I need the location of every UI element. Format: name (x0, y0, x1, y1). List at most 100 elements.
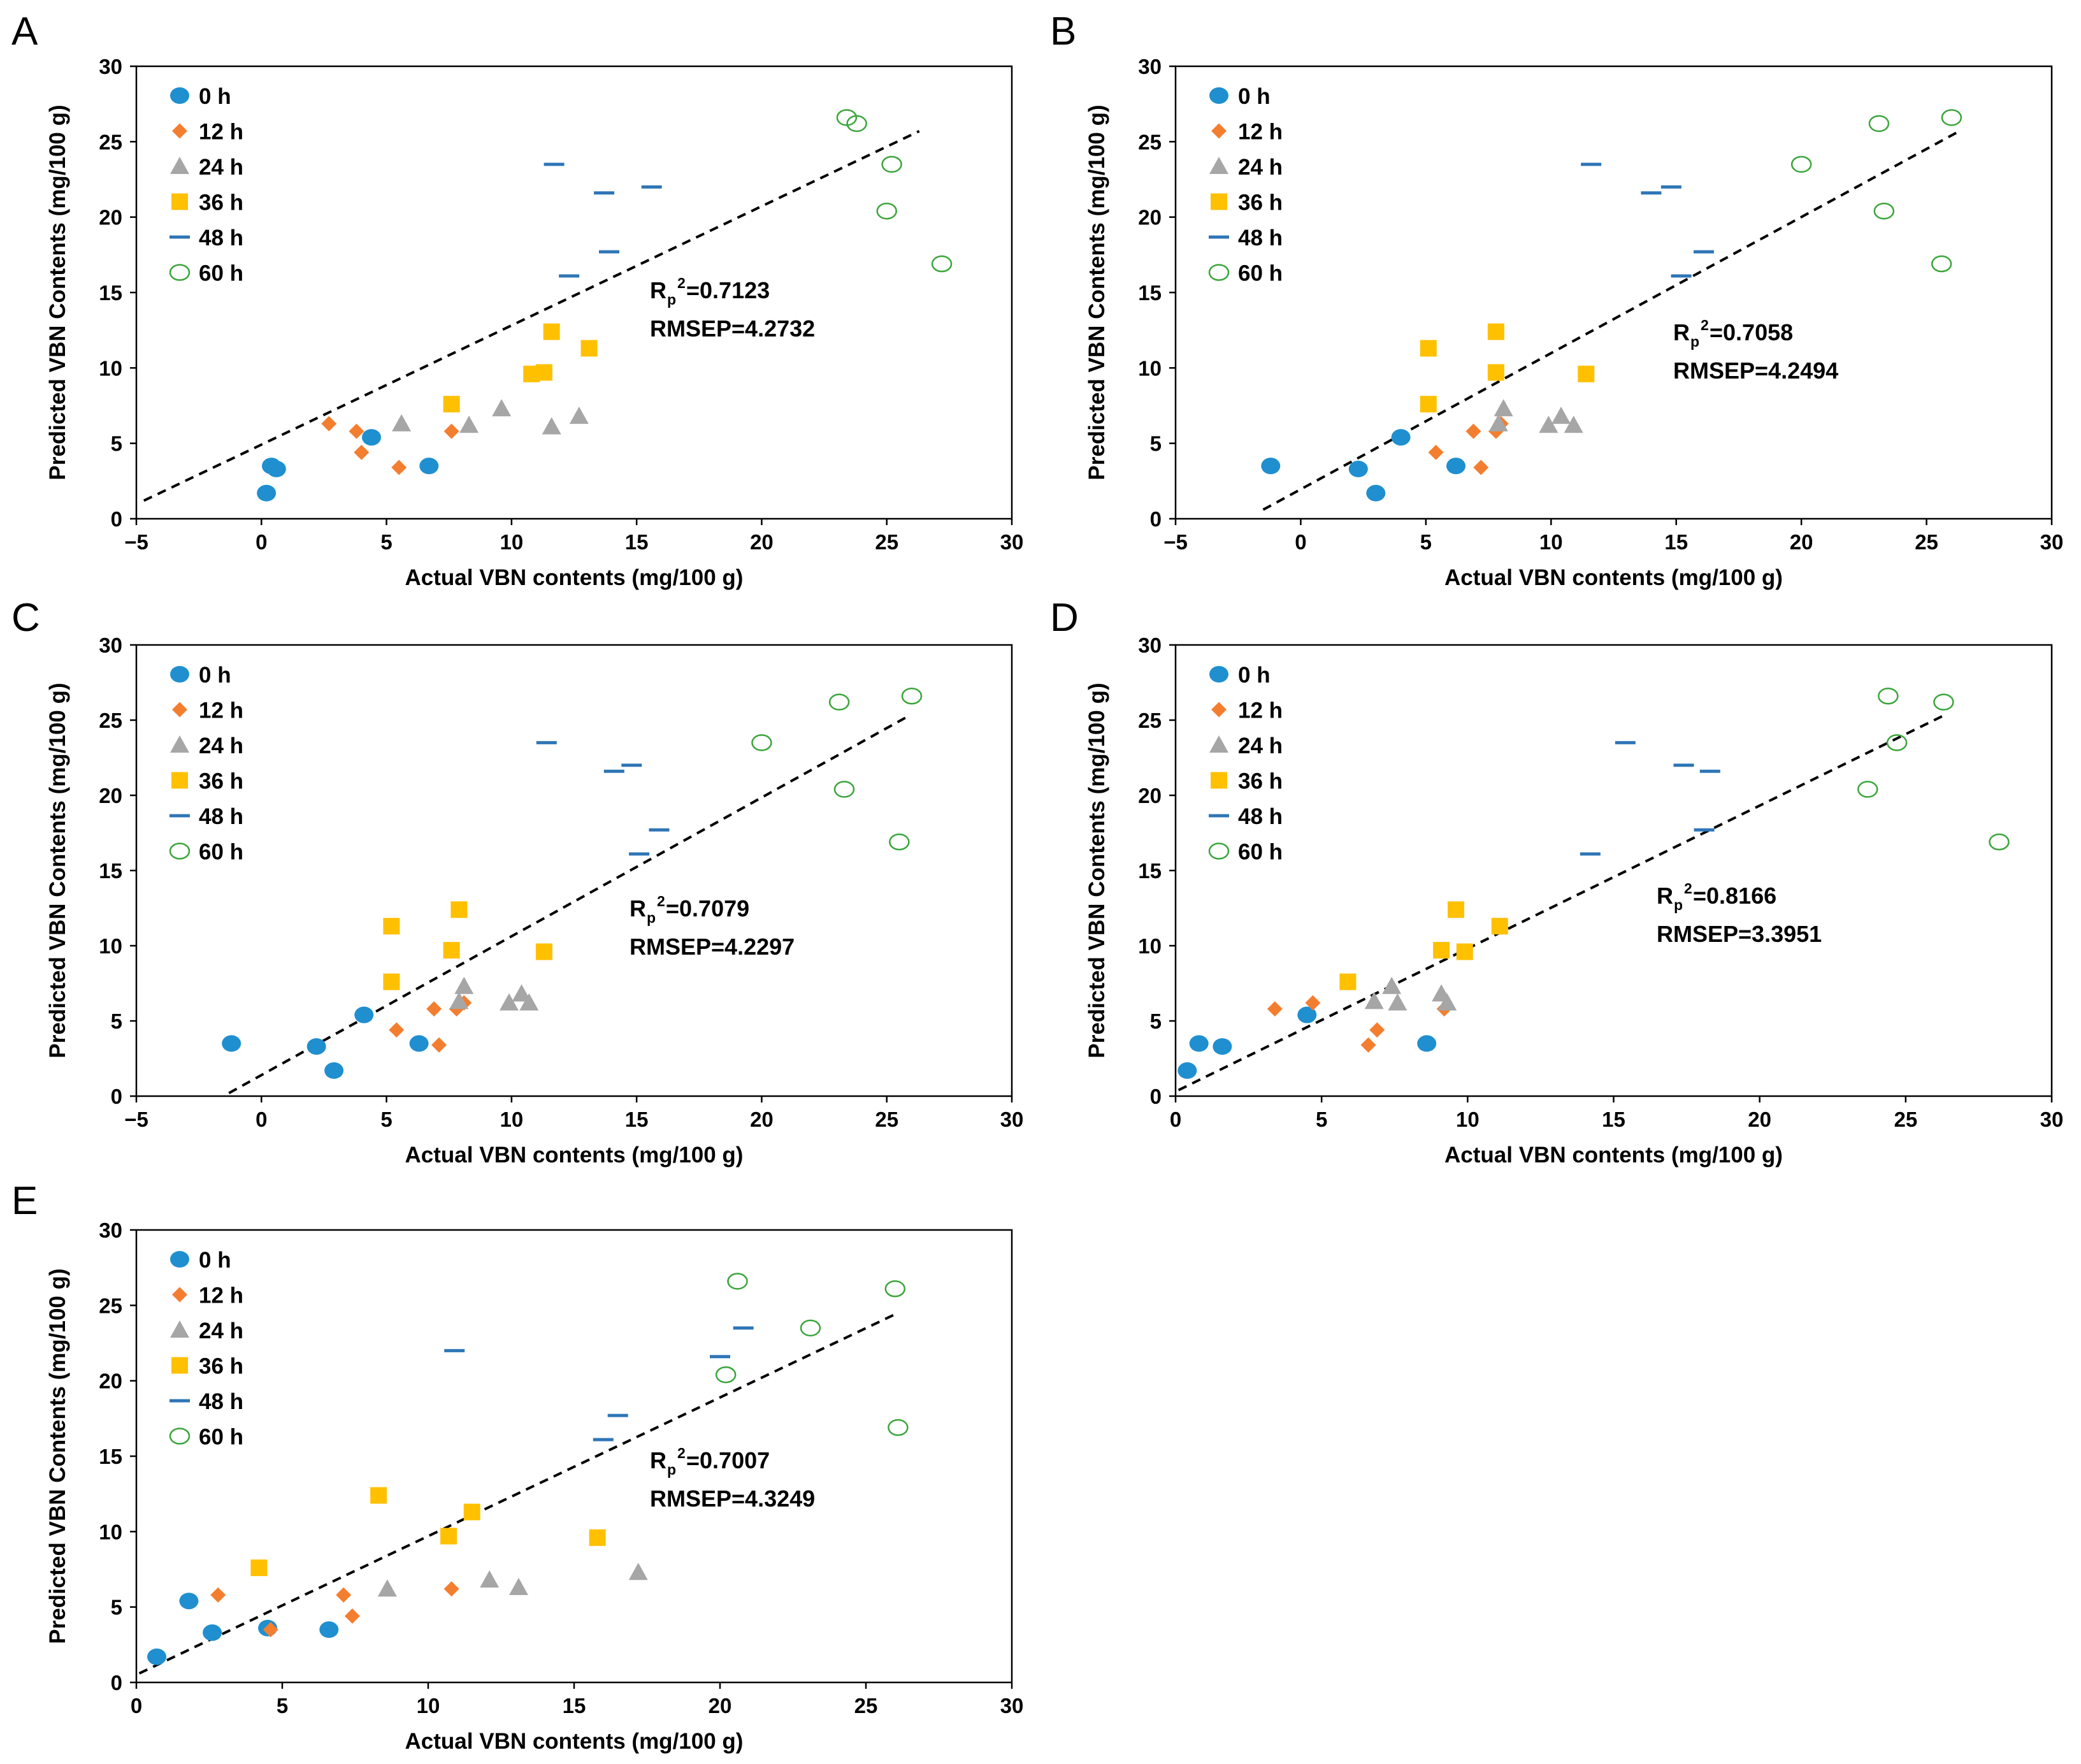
legend-label: 60 h (1238, 261, 1283, 286)
series-36h (443, 323, 598, 413)
x-tick-label: 30 (2040, 1108, 2064, 1131)
series-12h (210, 1581, 459, 1638)
data-point (383, 973, 400, 990)
data-point (266, 460, 286, 477)
r-squared-symbol: R (650, 277, 666, 303)
legend-marker (1211, 702, 1227, 718)
data-point (1364, 992, 1384, 1009)
legend-label: 0 h (1238, 663, 1271, 688)
panel-label: B (1050, 10, 1076, 54)
legend-label: 36 h (199, 1354, 243, 1379)
rmsep-value: RMSEP=4.2297 (630, 934, 795, 960)
x-axis-title: Actual VBN contents (mg/100 g) (405, 565, 744, 590)
data-point (1857, 781, 1878, 798)
data-point (1388, 993, 1408, 1011)
r-squared-value: =0.8166 (1693, 883, 1776, 909)
data-point (383, 918, 400, 935)
data-point (443, 1581, 459, 1597)
y-tick-label: 10 (1138, 356, 1162, 380)
legend-marker (1209, 87, 1228, 104)
series-48h (1580, 741, 1720, 856)
y-tick-label: 30 (1138, 55, 1162, 78)
y-tick-label: 25 (1138, 709, 1162, 732)
data-point (543, 323, 560, 340)
data-point (1473, 459, 1489, 475)
data-point (1878, 687, 1899, 705)
x-tick-label: 10 (417, 1694, 440, 1717)
r-squared-value: =0.7123 (686, 277, 770, 303)
x-tick-label: −5 (124, 1108, 148, 1131)
x-tick-label: 25 (875, 1108, 898, 1131)
data-point (336, 1587, 352, 1603)
data-point (1348, 460, 1368, 477)
x-tick-label: 25 (1915, 530, 1938, 554)
legend-marker (1209, 157, 1228, 174)
data-point (1448, 901, 1464, 918)
data-point (876, 202, 897, 220)
legend-label: 12 h (199, 120, 243, 145)
series-48h (536, 741, 670, 856)
r-squared-symbol: R (1657, 883, 1673, 909)
data-point (888, 1419, 909, 1436)
legend: 0 h 12 h 24 h 36 h 48 h 60 h (169, 1248, 243, 1450)
data-point (321, 416, 337, 431)
x-tick-label: 0 (131, 1694, 142, 1717)
x-tick-label: 5 (277, 1694, 288, 1717)
data-point (1420, 340, 1437, 357)
data-point (389, 1022, 405, 1038)
data-point (1465, 423, 1481, 439)
chart-panel-d: D 0 5 10 15 20 25 30 0 5 10 15 20 25 30 Actual VBN cont… (1050, 596, 2063, 1168)
x-tick-label: 30 (1000, 530, 1024, 554)
data-point (1941, 109, 1962, 126)
y-tick-label: 30 (99, 55, 122, 78)
data-point (391, 459, 407, 475)
y-tick-label: 15 (99, 1445, 122, 1468)
data-point (751, 734, 772, 751)
data-point (1305, 995, 1321, 1011)
r-squared-superscript: 2 (1684, 880, 1692, 897)
series-48h (444, 1326, 754, 1442)
x-axis-title: Actual VBN contents (mg/100 g) (405, 1729, 744, 1754)
legend: 0 h 12 h 24 h 36 h 48 h 60 h (169, 84, 243, 286)
data-point (449, 992, 469, 1009)
data-point (508, 1577, 528, 1595)
legend-label: 48 h (1238, 226, 1283, 250)
panel-label: C (11, 596, 40, 640)
data-point (499, 993, 519, 1011)
legend-label: 36 h (199, 191, 243, 215)
legend-marker (170, 157, 189, 174)
y-axis-title: Predicted VBN Contents (mg/100 g) (45, 105, 70, 480)
x-tick-label: 5 (1316, 1108, 1327, 1131)
x-tick-label: 15 (625, 1108, 649, 1131)
data-point (349, 423, 364, 439)
r-squared-subscript: p (1674, 897, 1683, 913)
r-squared-value: =0.7058 (1710, 319, 1793, 345)
data-point (1868, 115, 1890, 133)
data-point (203, 1624, 222, 1641)
y-axis-title: Predicted VBN Contents (mg/100 g) (1084, 105, 1109, 480)
data-point (263, 1622, 278, 1638)
legend-label: 48 h (199, 226, 243, 250)
data-point (727, 1273, 748, 1290)
chart-panel-e: E 0 5 10 15 20 25 30 0 5 10 15 20 25 30 Actual VBN cont… (11, 1179, 1023, 1754)
y-tick-label: 30 (99, 1218, 122, 1242)
plot-area (135, 65, 1013, 520)
data-point (440, 1528, 457, 1545)
r-squared-symbol: R (630, 895, 646, 922)
data-point (319, 1621, 339, 1638)
legend-marker (172, 1287, 187, 1303)
data-point (1873, 202, 1895, 220)
data-point (881, 155, 902, 173)
r-squared-value: =0.7079 (666, 895, 749, 922)
data-point (715, 1366, 737, 1384)
legend-label: 48 h (199, 804, 243, 829)
r-squared-subscript: p (1690, 333, 1699, 350)
data-point (257, 484, 277, 502)
data-point (1564, 416, 1583, 433)
legend-label: 0 h (1238, 84, 1271, 109)
y-tick-label: 15 (1138, 281, 1162, 305)
data-point (580, 340, 598, 357)
